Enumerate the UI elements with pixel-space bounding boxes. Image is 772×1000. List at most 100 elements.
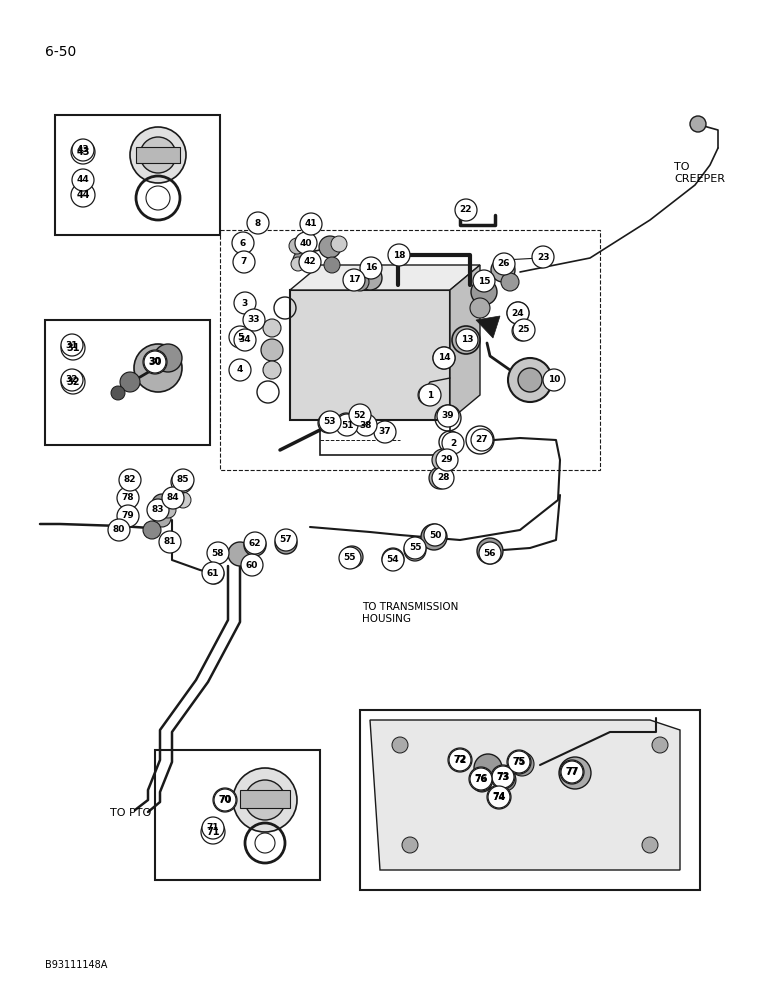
Circle shape [543, 369, 565, 391]
Text: 4: 4 [237, 365, 243, 374]
Text: 72: 72 [453, 755, 467, 765]
Text: 75: 75 [513, 758, 525, 766]
Circle shape [507, 302, 529, 324]
Text: 76: 76 [474, 774, 488, 784]
Circle shape [339, 547, 361, 569]
Text: TO PTO: TO PTO [110, 808, 151, 818]
Circle shape [162, 487, 184, 509]
Circle shape [374, 421, 396, 443]
Text: 77: 77 [565, 767, 579, 777]
Text: 73: 73 [496, 772, 510, 782]
Text: 33: 33 [248, 316, 260, 324]
Text: 75: 75 [513, 757, 526, 767]
Circle shape [108, 519, 130, 541]
Text: 15: 15 [478, 276, 490, 286]
Text: 71: 71 [207, 824, 219, 832]
Circle shape [561, 761, 583, 783]
Text: 6-50: 6-50 [45, 45, 76, 59]
Circle shape [247, 212, 269, 234]
Circle shape [429, 467, 451, 489]
Circle shape [318, 413, 338, 433]
Circle shape [299, 251, 321, 273]
Circle shape [442, 432, 464, 454]
Circle shape [432, 449, 454, 471]
Circle shape [263, 319, 281, 337]
Circle shape [143, 350, 167, 374]
Circle shape [291, 257, 305, 271]
Circle shape [341, 546, 363, 568]
Bar [155, 750, 320, 880]
Text: 70: 70 [218, 795, 232, 805]
Circle shape [293, 251, 311, 269]
Circle shape [456, 329, 478, 351]
Circle shape [382, 549, 404, 571]
Text: 32: 32 [66, 375, 78, 384]
Bar [45, 320, 210, 445]
Text: 18: 18 [393, 250, 405, 259]
Circle shape [388, 244, 410, 266]
Text: 30: 30 [148, 357, 162, 367]
Circle shape [202, 562, 224, 584]
Circle shape [120, 372, 140, 392]
Bar [240, 790, 290, 808]
Circle shape [491, 765, 515, 789]
Text: 3: 3 [242, 298, 248, 308]
Circle shape [154, 344, 182, 372]
Circle shape [559, 757, 591, 789]
Circle shape [402, 837, 418, 853]
Bar [320, 400, 450, 455]
Text: 23: 23 [537, 252, 549, 261]
Circle shape [349, 404, 371, 426]
Bar [55, 115, 220, 235]
Circle shape [228, 542, 252, 566]
Circle shape [61, 334, 83, 356]
Bar [136, 147, 180, 163]
Circle shape [477, 538, 503, 564]
Circle shape [491, 258, 515, 282]
Circle shape [508, 358, 552, 402]
Circle shape [690, 116, 706, 132]
Circle shape [392, 737, 408, 753]
Circle shape [448, 748, 472, 772]
Circle shape [71, 140, 95, 164]
Circle shape [147, 499, 169, 521]
Circle shape [404, 539, 426, 561]
Text: 71: 71 [206, 827, 220, 837]
Circle shape [229, 326, 251, 348]
Text: TO TRANSMISSION
HOUSING: TO TRANSMISSION HOUSING [362, 602, 459, 624]
Circle shape [479, 542, 501, 564]
Circle shape [358, 266, 382, 290]
Text: 43: 43 [76, 147, 90, 157]
Text: 83: 83 [152, 506, 164, 514]
Circle shape [234, 329, 256, 351]
Polygon shape [476, 316, 500, 338]
Circle shape [71, 183, 95, 207]
Circle shape [488, 786, 510, 808]
Circle shape [117, 505, 139, 527]
Circle shape [518, 368, 542, 392]
Text: 54: 54 [387, 556, 399, 564]
Circle shape [449, 749, 471, 771]
Circle shape [232, 232, 254, 254]
Circle shape [233, 251, 255, 273]
Text: B93111148A: B93111148A [45, 960, 107, 970]
Text: 82: 82 [124, 476, 136, 485]
Circle shape [507, 302, 529, 324]
Circle shape [471, 279, 497, 305]
Circle shape [61, 370, 85, 394]
Circle shape [201, 820, 225, 844]
Text: 74: 74 [493, 792, 506, 802]
Polygon shape [450, 265, 480, 420]
Circle shape [130, 127, 186, 183]
Text: 58: 58 [212, 548, 224, 558]
Text: 78: 78 [122, 493, 134, 502]
Circle shape [436, 449, 458, 471]
Text: 6: 6 [240, 238, 246, 247]
Text: 79: 79 [122, 512, 134, 520]
Circle shape [471, 429, 493, 451]
Text: 76: 76 [475, 774, 487, 784]
Circle shape [61, 336, 85, 360]
Circle shape [508, 751, 530, 773]
Circle shape [424, 524, 446, 546]
Text: 70: 70 [218, 796, 232, 804]
